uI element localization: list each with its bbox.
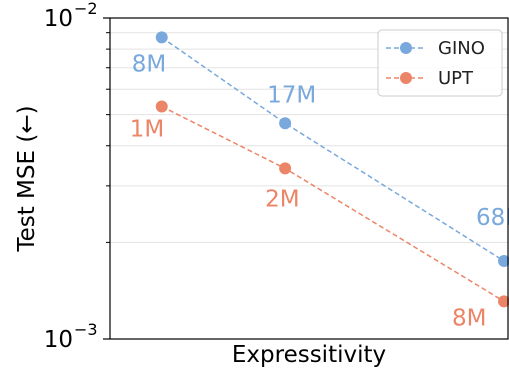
data-point [279, 162, 292, 175]
data-point [155, 100, 168, 113]
data-label: 17M [267, 82, 316, 108]
y-tick-label-bottom-base: 10 [44, 327, 73, 353]
legend: GINO UPT [377, 29, 503, 97]
series-layer: 8M 17M 68M 1M 2M 8M [130, 31, 509, 331]
y-ticks [103, 17, 110, 340]
legend-marker-gino [400, 42, 412, 54]
plot-frame [109, 17, 509, 340]
data-label: 1M [130, 117, 164, 143]
x-axis-label: Expressitivity [232, 342, 386, 368]
data-label: 68M [476, 205, 509, 231]
y-tick-label-bottom-exponent: −3 [74, 320, 98, 339]
y-axis-label: Test MSE (←) [14, 105, 40, 252]
data-label: 2M [265, 186, 299, 212]
data-point [155, 31, 168, 44]
data-point [498, 295, 509, 308]
legend-label-gino: GINO [438, 38, 485, 59]
data-label: 8M [452, 305, 486, 331]
series-line-gino [161, 36, 505, 262]
legend-marker-upt [400, 72, 412, 84]
legend-label-upt: UPT [438, 68, 474, 89]
data-point [498, 254, 509, 267]
y-tick-label-top-base: 10 [44, 6, 73, 32]
data-point [279, 117, 292, 130]
y-tick-label-top-exponent: −2 [74, 0, 98, 18]
data-label: 8M [132, 51, 166, 77]
